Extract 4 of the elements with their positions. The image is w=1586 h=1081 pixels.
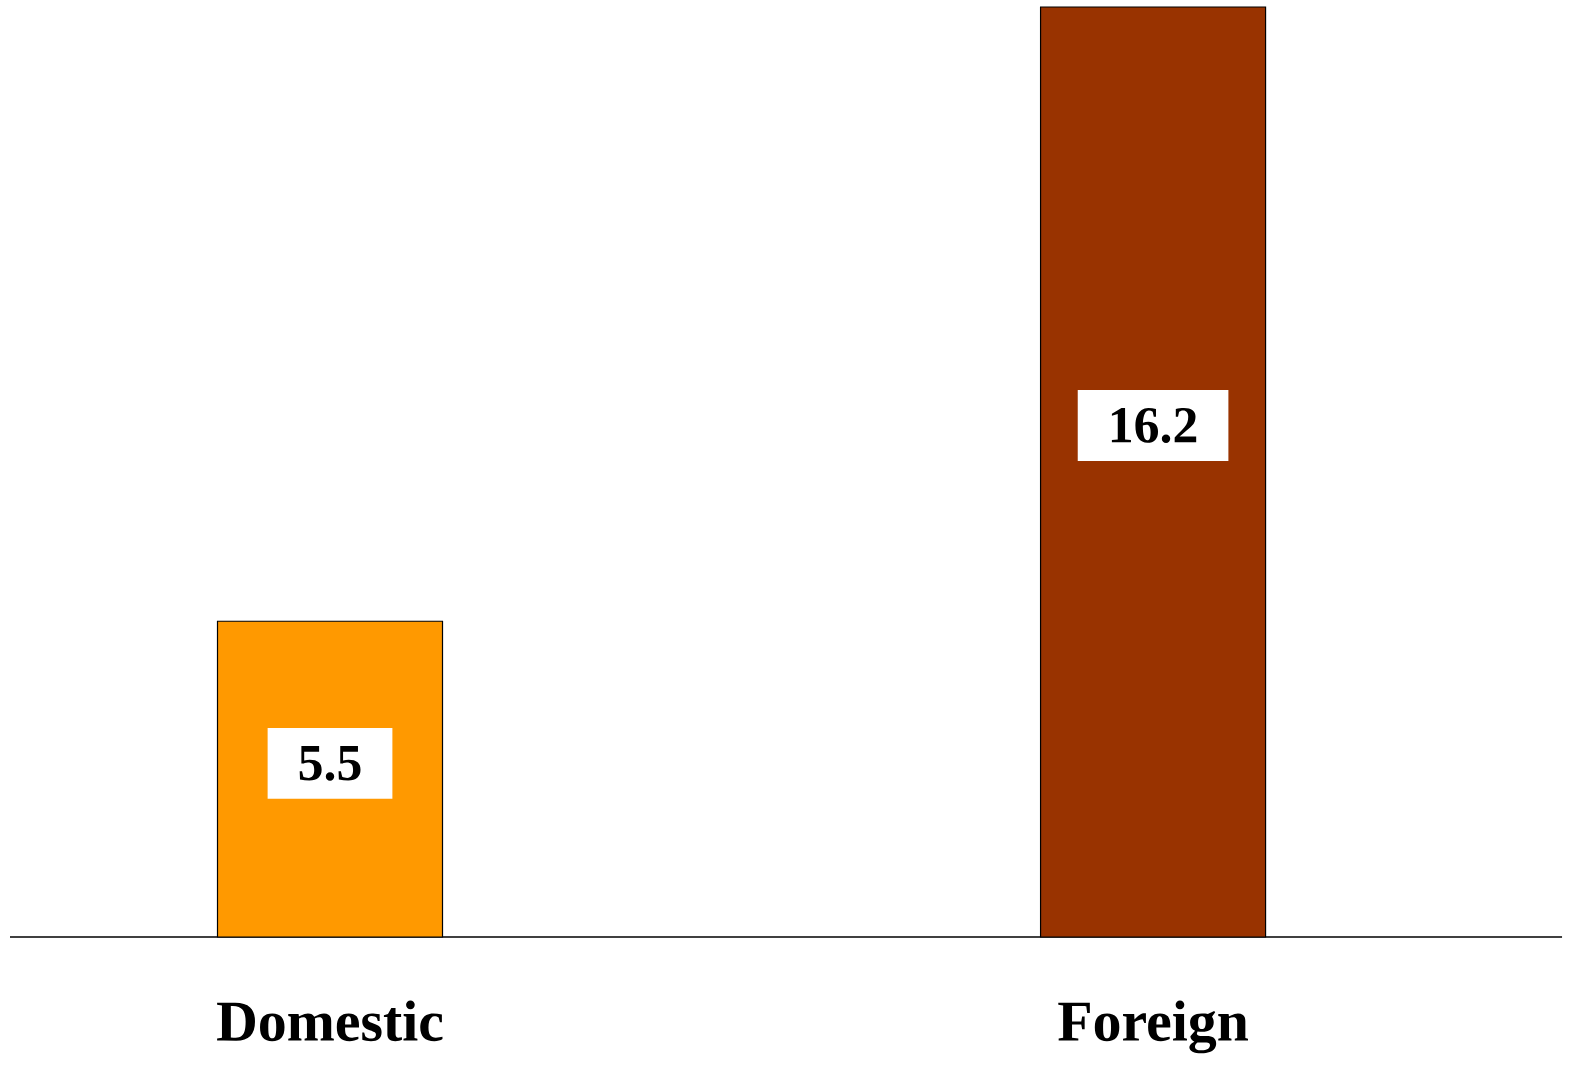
data-label: 5.5 [299, 746, 361, 781]
data-label: 16.2 [1111, 407, 1197, 443]
x-tick-label: Domestic [217, 1000, 443, 1042]
x-tick-label: Foreign [1058, 1000, 1248, 1054]
